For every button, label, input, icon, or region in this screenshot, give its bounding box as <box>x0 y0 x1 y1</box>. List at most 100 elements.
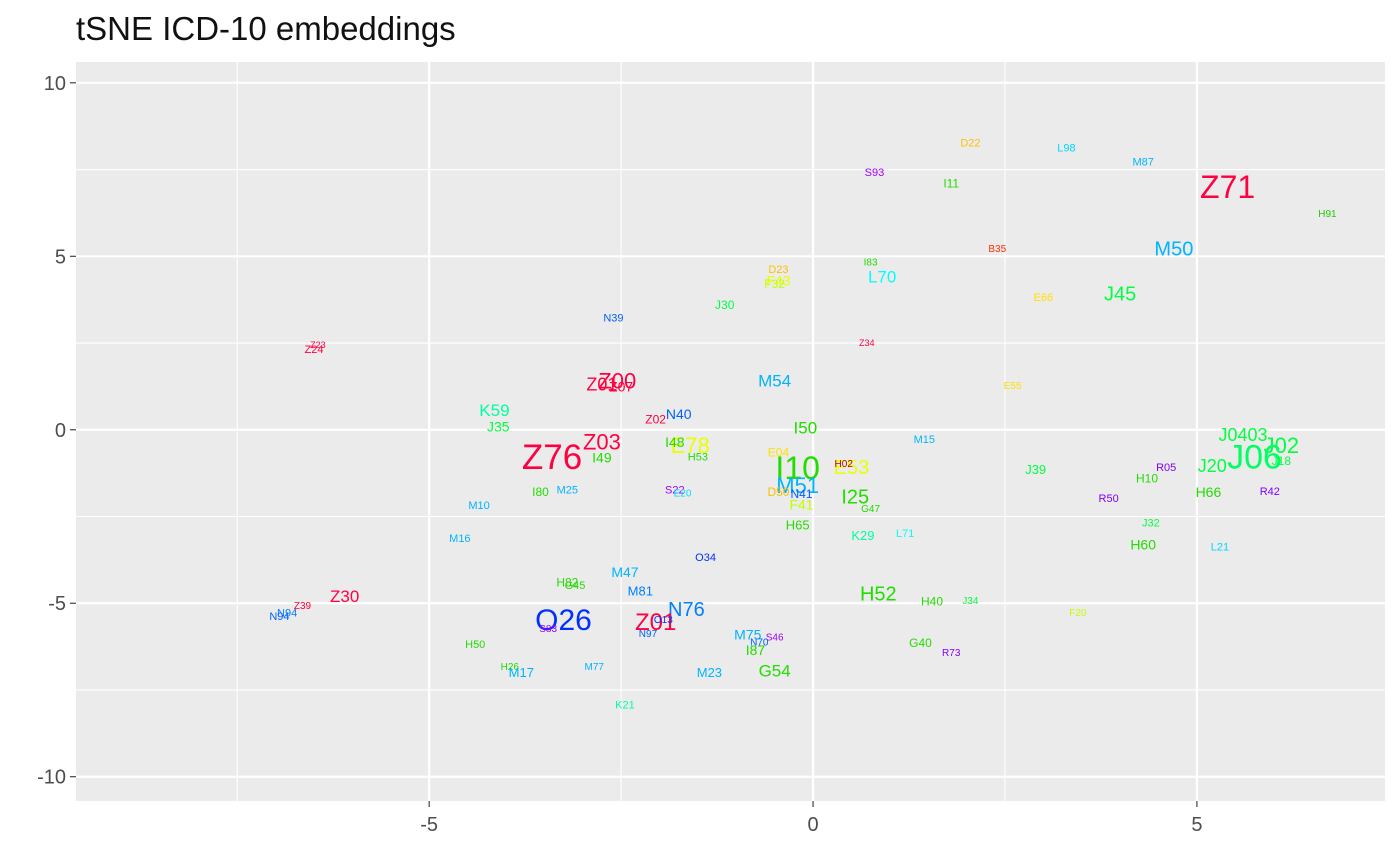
point-label-e04: E04 <box>768 445 790 459</box>
point-label-n70: N70 <box>750 638 769 649</box>
point-label-m23: M23 <box>697 665 722 680</box>
chart-title: tSNE ICD-10 embeddings <box>76 10 456 47</box>
point-label-o13: O13 <box>654 615 673 626</box>
point-label-j0403: J0403 <box>1218 425 1267 445</box>
point-label-j32: J32 <box>1142 517 1160 529</box>
point-label-f32: F32 <box>764 277 785 291</box>
point-label-m17: M17 <box>509 665 534 680</box>
point-label-l21: L21 <box>1211 542 1229 554</box>
x-axis: -5 0 5 <box>420 801 1202 836</box>
point-label-n41: N41 <box>791 487 813 501</box>
point-label-j18: J18 <box>1272 454 1292 468</box>
point-label-f43: F43 <box>766 273 790 289</box>
point-label-z34: Z34 <box>859 338 875 348</box>
point-label-h10: H10 <box>1136 471 1158 485</box>
point-label-z00: Z00 <box>598 369 636 394</box>
point-label-e20: E20 <box>674 488 692 499</box>
point-label-z01: Z01 <box>635 609 676 636</box>
point-label-l98: L98 <box>1057 143 1075 155</box>
point-label-r50: R50 <box>1099 493 1119 505</box>
point-label-l71: L71 <box>896 528 914 540</box>
point-label-g47: G47 <box>861 504 880 515</box>
point-label-j45: J45 <box>1104 283 1136 305</box>
grid-major <box>76 62 1385 801</box>
point-label-j20: J20 <box>1198 456 1227 476</box>
point-label-z39: Z39 <box>294 601 312 612</box>
point-label-m87: M87 <box>1132 157 1153 169</box>
point-label-d50: D50 <box>767 485 789 499</box>
point-label-b35: B35 <box>988 244 1006 255</box>
point-label-d23: D23 <box>768 264 788 276</box>
point-label-m25: M25 <box>557 484 578 496</box>
point-label-e55: E55 <box>1004 381 1022 392</box>
point-label-z24: Z24 <box>305 344 324 356</box>
point-label-f41: F41 <box>789 496 813 512</box>
point-label-k29: K29 <box>851 528 874 543</box>
point-label-m15: M15 <box>914 434 935 446</box>
point-label-m47: M47 <box>611 564 638 580</box>
y-tick-label: 0 <box>55 420 66 442</box>
point-label-m16: M16 <box>449 533 470 545</box>
point-label-h53: H53 <box>688 452 708 464</box>
point-label-h65: H65 <box>786 518 810 533</box>
y-tick-label: 5 <box>55 246 66 268</box>
y-tick-label: -5 <box>48 593 66 615</box>
point-label-s46: S46 <box>766 632 784 643</box>
point-label-m50: M50 <box>1154 238 1193 260</box>
point-label-s93: S93 <box>865 167 885 179</box>
point-label-h02: H02 <box>835 459 854 470</box>
point-label-f20: F20 <box>1069 608 1087 619</box>
point-label-r73: R73 <box>942 648 961 659</box>
x-tick-label: 5 <box>1191 814 1202 836</box>
point-label-z71: Z71 <box>1200 169 1255 205</box>
point-label-i49: I49 <box>592 450 612 466</box>
data-points: Z71H91M87L98D22I11S93B35I83L70M50J45D23F… <box>269 138 1337 712</box>
point-label-r42: R42 <box>1260 486 1280 498</box>
y-axis: -10 -5 0 5 10 <box>37 73 76 789</box>
point-label-s83: S83 <box>539 624 557 635</box>
point-label-j34: J34 <box>962 596 979 607</box>
x-tick-label: 0 <box>807 814 818 836</box>
point-label-e53: E53 <box>834 457 870 479</box>
point-label-h82: H82 <box>556 575 578 589</box>
point-label-h52: H52 <box>860 584 897 606</box>
point-label-i11: I11 <box>943 176 959 190</box>
point-label-n40: N40 <box>666 406 692 422</box>
point-label-g45: G45 <box>565 580 586 592</box>
point-label-o26: O26 <box>535 604 592 637</box>
point-label-i83: I83 <box>864 258 878 269</box>
point-label-j35: J35 <box>487 418 510 434</box>
point-label-i87: I87 <box>746 642 766 658</box>
point-label-m77: M77 <box>584 662 604 673</box>
point-label-h50: H50 <box>465 639 485 651</box>
point-label-j02: J02 <box>1264 433 1299 458</box>
point-label-h91: H91 <box>1318 209 1337 220</box>
point-label-z30: Z30 <box>330 587 359 606</box>
point-label-n94: N94 <box>277 608 297 620</box>
point-label-z01: Z01 <box>586 375 617 395</box>
point-label-k21: K21 <box>615 700 635 712</box>
y-tick-label: 10 <box>44 73 66 95</box>
plot-panel <box>76 62 1385 801</box>
point-label-g54: G54 <box>759 661 791 680</box>
grid-minor <box>76 62 1385 801</box>
point-label-m75: M75 <box>734 626 761 642</box>
point-label-h26: H26 <box>501 662 520 673</box>
point-label-n94: N94 <box>269 611 289 623</box>
point-label-m54: M54 <box>758 372 791 391</box>
point-label-d22: D22 <box>960 138 980 150</box>
point-label-i25: I25 <box>841 486 869 508</box>
x-tick-label: -5 <box>420 814 438 836</box>
point-label-m51: M51 <box>776 473 819 498</box>
point-label-e66: E66 <box>1034 292 1054 304</box>
point-label-e78: E78 <box>671 433 710 458</box>
point-label-n39: N39 <box>603 313 623 325</box>
point-label-z03: Z03 <box>583 429 621 454</box>
point-label-s22: S22 <box>665 484 685 496</box>
point-label-j39: J39 <box>1025 462 1046 477</box>
point-label-z07: Z07 <box>609 378 633 394</box>
point-label-i10: I10 <box>775 450 819 486</box>
point-label-i80: I80 <box>532 485 549 499</box>
